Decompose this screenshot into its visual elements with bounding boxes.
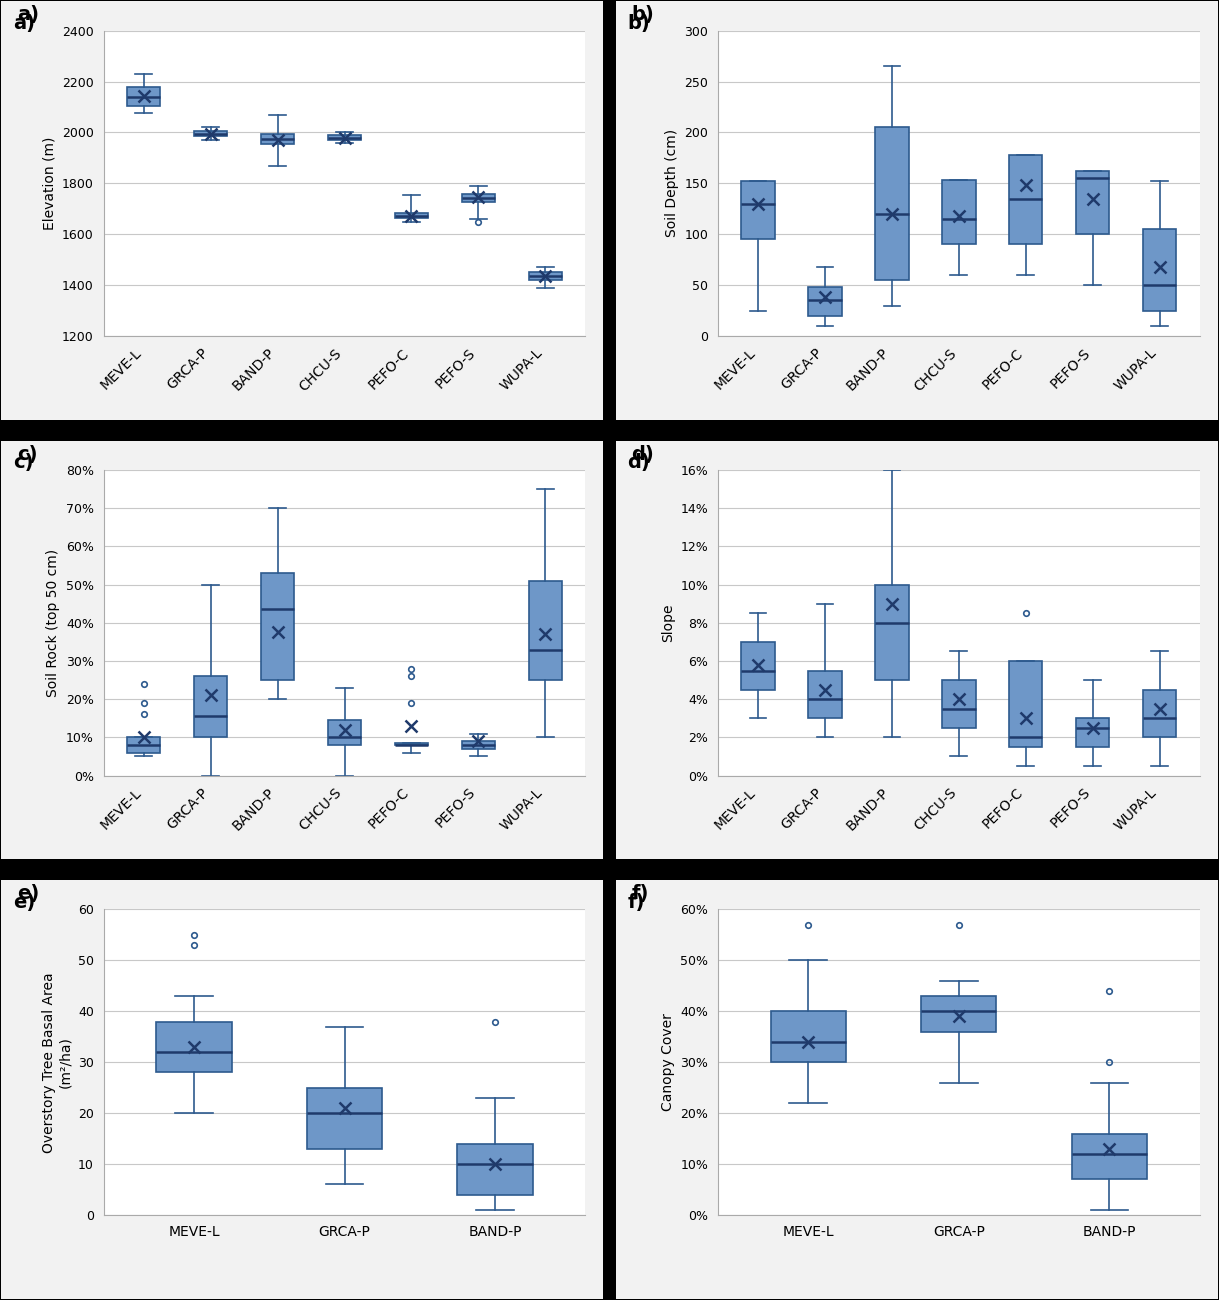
Text: e): e) (13, 893, 35, 911)
Text: f): f) (628, 893, 645, 911)
Text: b): b) (628, 14, 650, 32)
Text: c): c) (13, 454, 34, 472)
Text: a): a) (13, 14, 35, 32)
Text: d): d) (628, 454, 650, 472)
